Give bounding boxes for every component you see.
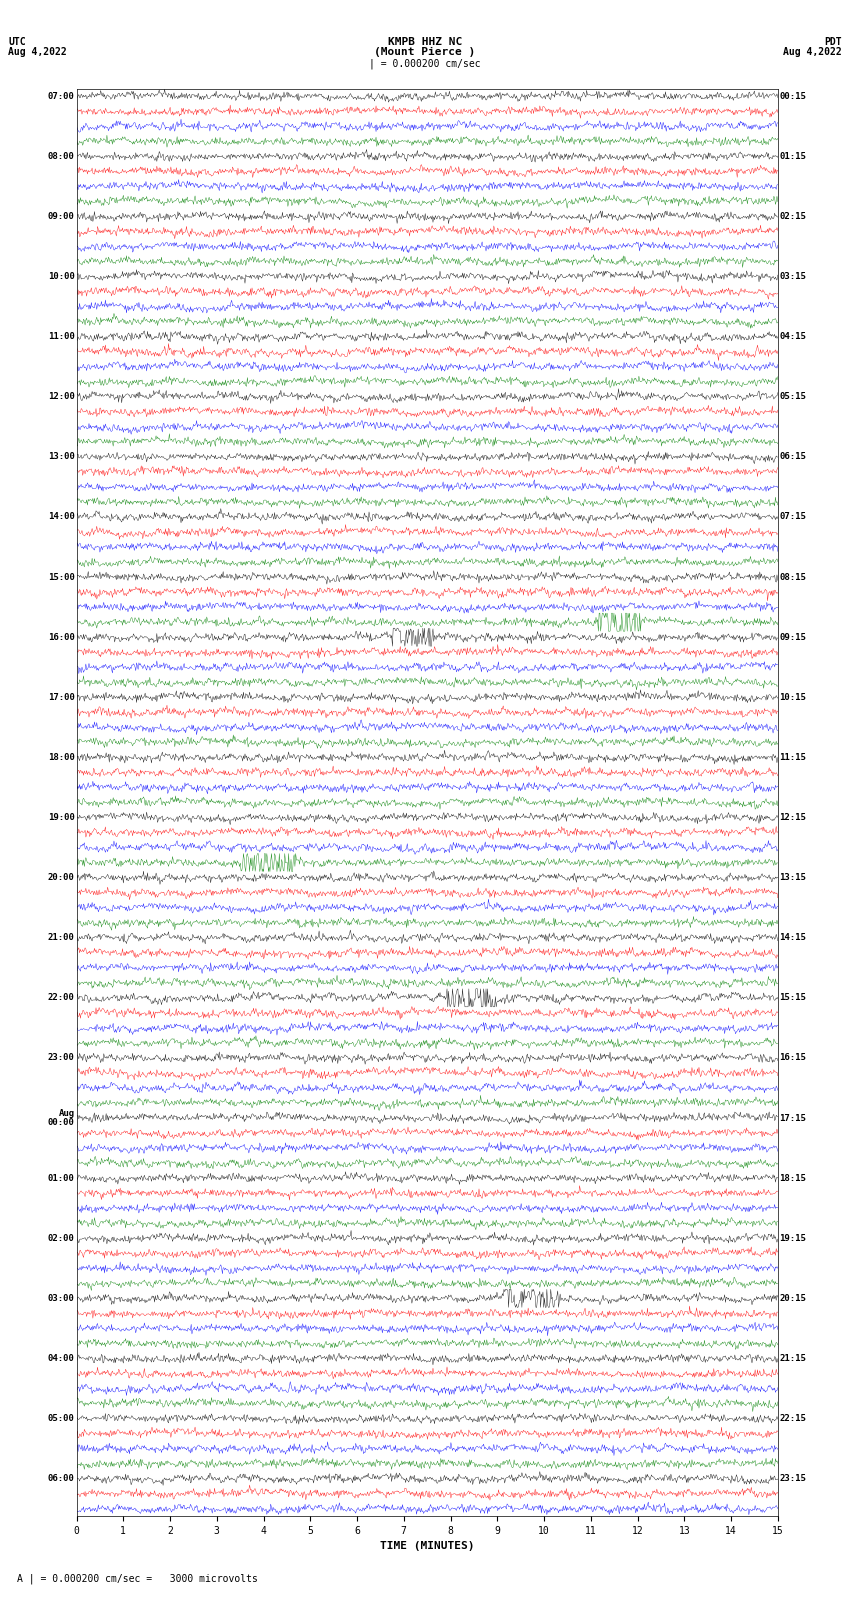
Text: 16:00: 16:00 (48, 632, 75, 642)
Text: 14:15: 14:15 (779, 934, 807, 942)
Text: 02:15: 02:15 (779, 211, 807, 221)
Text: Aug 4,2022: Aug 4,2022 (783, 47, 842, 56)
Text: (Mount Pierce ): (Mount Pierce ) (374, 47, 476, 56)
Text: 15:15: 15:15 (779, 994, 807, 1002)
Text: 20:15: 20:15 (779, 1294, 807, 1303)
Text: 23:15: 23:15 (779, 1474, 807, 1484)
Text: | = 0.000200 cm/sec: | = 0.000200 cm/sec (369, 58, 481, 69)
Text: 12:15: 12:15 (779, 813, 807, 823)
Text: 17:00: 17:00 (48, 692, 75, 702)
Text: 09:00: 09:00 (48, 211, 75, 221)
Text: 06:15: 06:15 (779, 452, 807, 461)
Text: A | = 0.000200 cm/sec =   3000 microvolts: A | = 0.000200 cm/sec = 3000 microvolts (17, 1573, 258, 1584)
Text: 00:15: 00:15 (779, 92, 807, 100)
Text: KMPB HHZ NC: KMPB HHZ NC (388, 37, 462, 47)
Text: 21:00: 21:00 (48, 934, 75, 942)
Text: 13:15: 13:15 (779, 873, 807, 882)
Text: 03:00: 03:00 (48, 1294, 75, 1303)
Text: 02:00: 02:00 (48, 1234, 75, 1242)
Text: 08:15: 08:15 (779, 573, 807, 582)
Text: 10:15: 10:15 (779, 692, 807, 702)
Text: 12:00: 12:00 (48, 392, 75, 402)
Text: 18:15: 18:15 (779, 1174, 807, 1182)
Text: 21:15: 21:15 (779, 1353, 807, 1363)
Text: 05:00: 05:00 (48, 1415, 75, 1423)
Text: PDT: PDT (824, 37, 842, 47)
Text: 06:00: 06:00 (48, 1474, 75, 1484)
Text: UTC: UTC (8, 37, 26, 47)
Text: 01:00: 01:00 (48, 1174, 75, 1182)
Text: 22:15: 22:15 (779, 1415, 807, 1423)
Text: Aug: Aug (59, 1108, 75, 1118)
Text: 20:00: 20:00 (48, 873, 75, 882)
Text: 11:15: 11:15 (779, 753, 807, 761)
Text: 23:00: 23:00 (48, 1053, 75, 1063)
Text: 07:00: 07:00 (48, 92, 75, 100)
Text: 00:00: 00:00 (48, 1118, 75, 1127)
Text: Aug 4,2022: Aug 4,2022 (8, 47, 67, 56)
Text: 19:00: 19:00 (48, 813, 75, 823)
Text: 15:00: 15:00 (48, 573, 75, 582)
Text: 10:00: 10:00 (48, 273, 75, 281)
Text: 07:15: 07:15 (779, 513, 807, 521)
Text: 14:00: 14:00 (48, 513, 75, 521)
Text: 04:00: 04:00 (48, 1353, 75, 1363)
Text: 08:00: 08:00 (48, 152, 75, 161)
Text: 17:15: 17:15 (779, 1113, 807, 1123)
Text: 18:00: 18:00 (48, 753, 75, 761)
Text: 16:15: 16:15 (779, 1053, 807, 1063)
Text: 04:15: 04:15 (779, 332, 807, 342)
Text: 13:00: 13:00 (48, 452, 75, 461)
Text: 09:15: 09:15 (779, 632, 807, 642)
Text: 19:15: 19:15 (779, 1234, 807, 1242)
Text: 01:15: 01:15 (779, 152, 807, 161)
Text: 11:00: 11:00 (48, 332, 75, 342)
Text: 05:15: 05:15 (779, 392, 807, 402)
Text: 03:15: 03:15 (779, 273, 807, 281)
X-axis label: TIME (MINUTES): TIME (MINUTES) (380, 1542, 474, 1552)
Text: 22:00: 22:00 (48, 994, 75, 1002)
